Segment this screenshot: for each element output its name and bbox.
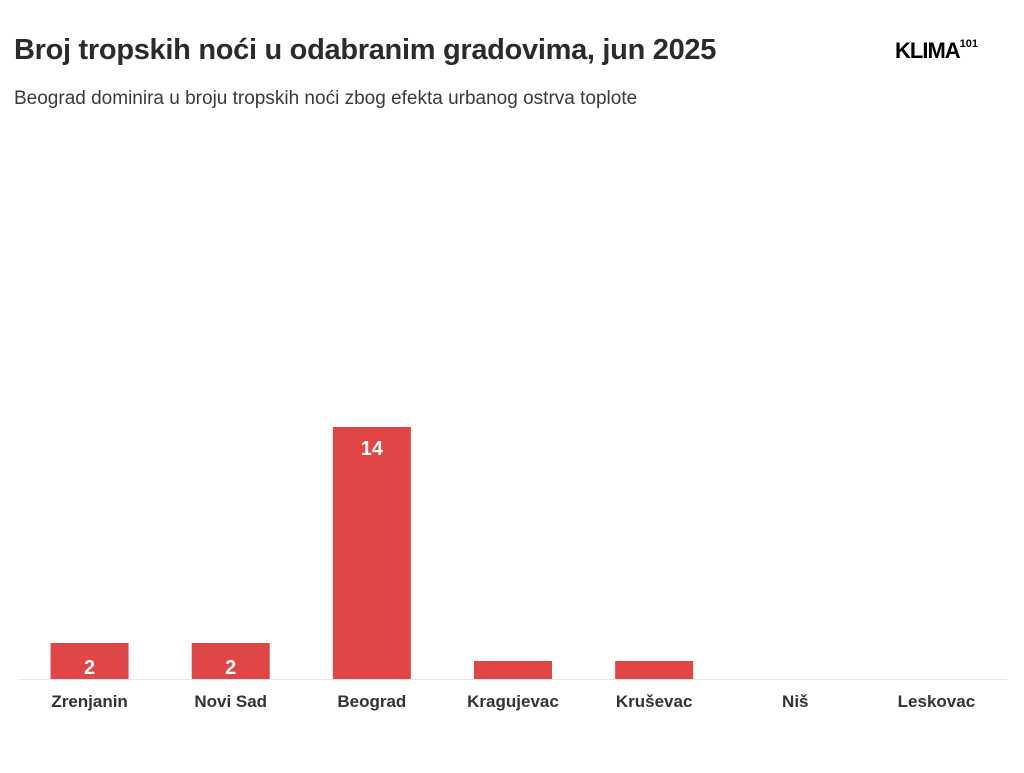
data-label: 2: [225, 657, 236, 679]
data-label: 14: [361, 438, 384, 460]
chart-subtitle: Beograd dominira u broju tropskih noći z…: [14, 88, 638, 109]
logo-text: KLIMA: [895, 38, 961, 63]
x-tick-label: Novi Sad: [194, 692, 267, 711]
bar-beograd: [332, 427, 411, 679]
klima101-logo: KLIMA101: [895, 38, 978, 64]
x-tick-label: Beograd: [337, 692, 406, 711]
bar-kragujevac: [474, 661, 552, 679]
chart-title: Broj tropskih noći u odabranim gradovima…: [14, 34, 717, 66]
bar-zrenjanin: [50, 643, 129, 679]
data-label: 2: [84, 657, 95, 679]
x-tick-label: Kragujevac: [467, 692, 559, 711]
bar-kru-evac: [615, 661, 694, 679]
x-tick-label: Niš: [782, 692, 808, 711]
x-tick-label: Leskovac: [898, 692, 976, 711]
x-tick-label: Kruševac: [616, 692, 693, 711]
bar-novi-sad: [191, 643, 270, 679]
logo-superscript: 101: [959, 37, 979, 50]
x-tick-label: Zrenjanin: [51, 692, 128, 711]
